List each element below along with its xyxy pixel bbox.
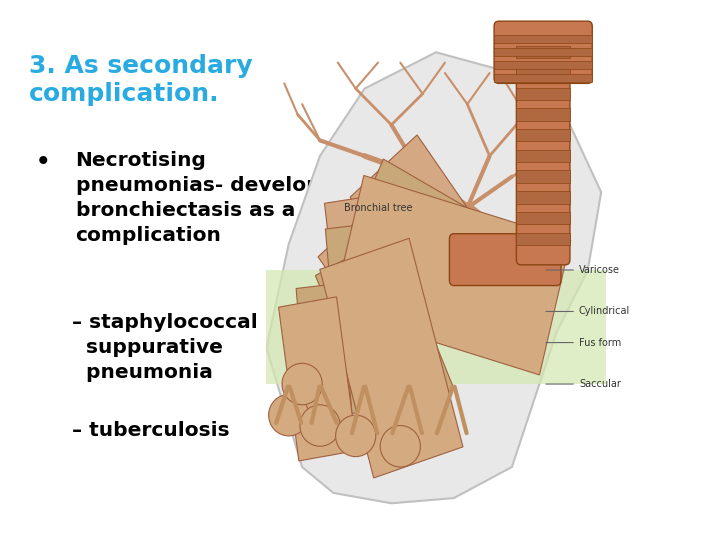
Ellipse shape — [380, 426, 420, 467]
Text: Bronchial tree: Bronchial tree — [343, 203, 413, 213]
Bar — [266, 270, 606, 384]
Polygon shape — [318, 215, 438, 366]
FancyArrowPatch shape — [365, 387, 377, 433]
Bar — [516, 150, 570, 162]
Polygon shape — [350, 135, 518, 343]
Bar — [516, 191, 570, 204]
Text: Saccular: Saccular — [546, 379, 621, 389]
Ellipse shape — [300, 405, 340, 446]
Polygon shape — [315, 234, 454, 430]
Polygon shape — [339, 159, 551, 360]
PathPatch shape — [266, 52, 601, 503]
Text: Fus form: Fus form — [546, 338, 621, 348]
FancyArrowPatch shape — [454, 387, 467, 433]
FancyArrowPatch shape — [352, 387, 364, 433]
Bar — [516, 129, 570, 141]
Polygon shape — [325, 193, 409, 357]
Text: Cylindrical: Cylindrical — [546, 307, 630, 316]
Text: 3. As secondary
complication.: 3. As secondary complication. — [29, 54, 253, 106]
Text: Varicose: Varicose — [546, 265, 620, 275]
Bar — [516, 67, 570, 79]
Ellipse shape — [282, 363, 323, 405]
FancyBboxPatch shape — [494, 21, 593, 83]
FancyArrowPatch shape — [410, 387, 422, 433]
Bar — [516, 212, 570, 225]
FancyArrowPatch shape — [437, 387, 453, 433]
FancyArrowPatch shape — [312, 387, 320, 423]
Text: Necrotising
pneumonias- develop
bronchiectasis as a
complication: Necrotising pneumonias- develop bronchie… — [76, 151, 320, 245]
FancyBboxPatch shape — [516, 31, 570, 265]
Bar — [516, 171, 570, 183]
FancyArrowPatch shape — [321, 387, 337, 423]
Text: – tuberculosis: – tuberculosis — [72, 421, 230, 440]
Polygon shape — [333, 176, 571, 375]
Polygon shape — [320, 238, 463, 478]
Bar — [516, 108, 570, 121]
Bar — [494, 35, 593, 43]
FancyBboxPatch shape — [449, 234, 561, 286]
Bar — [494, 74, 593, 82]
Bar — [494, 48, 593, 56]
Polygon shape — [279, 297, 357, 461]
Bar — [516, 46, 570, 58]
FancyArrowPatch shape — [289, 387, 301, 423]
Bar — [516, 87, 570, 100]
Ellipse shape — [269, 394, 309, 436]
Bar — [516, 233, 570, 245]
Text: – staphylococcal
  suppurative
  pneumonia: – staphylococcal suppurative pneumonia — [72, 313, 258, 382]
Polygon shape — [325, 219, 431, 415]
FancyArrowPatch shape — [276, 387, 288, 423]
Polygon shape — [296, 284, 353, 428]
Bar — [494, 61, 593, 69]
Ellipse shape — [336, 415, 376, 457]
FancyArrowPatch shape — [392, 387, 408, 433]
Text: •: • — [36, 151, 50, 174]
